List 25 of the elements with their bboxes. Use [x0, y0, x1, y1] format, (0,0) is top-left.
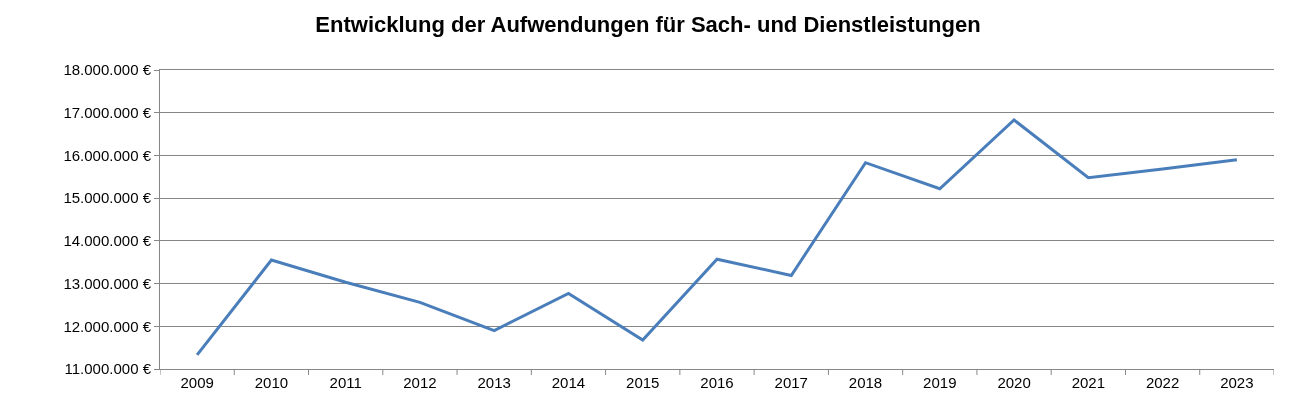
x-tick-label: 2016 [700, 374, 734, 391]
x-tick-label: 2009 [180, 374, 214, 391]
x-tick-label: 2011 [329, 374, 362, 391]
x-tick-label: 2012 [403, 374, 437, 391]
y-tick-label: 12.000.000 € [63, 317, 152, 335]
x-tick-label: 2018 [848, 374, 883, 391]
x-tick-label: 2023 [1220, 374, 1254, 391]
y-tick-label: 18.000.000 € [63, 61, 152, 79]
y-tick-label: 17.000.000 € [63, 103, 152, 121]
x-tick-label: 2021 [1071, 374, 1106, 391]
x-tick-label: 2019 [923, 374, 957, 391]
y-tick-label: 15.000.000 € [63, 189, 152, 207]
x-tick-label: 2015 [626, 374, 660, 391]
y-tick-label: 16.000.000 € [63, 146, 152, 164]
y-tick-label: 11.000.000 € [64, 360, 152, 378]
chart-title: Entwicklung der Aufwendungen für Sach- und Dienstleistungen [315, 11, 981, 37]
y-tick-label: 13.000.000 € [63, 274, 152, 292]
x-tick-label: 2010 [254, 374, 289, 391]
line-series [195, 118, 1239, 357]
x-tick-label: 2020 [997, 374, 1031, 391]
x-tick-label: 2017 [774, 374, 808, 391]
x-tick-label: 2014 [551, 374, 586, 391]
x-tick-label: 2022 [1145, 374, 1180, 391]
x-tick-label: 2013 [477, 374, 511, 391]
y-tick-label: 14.000.000 € [63, 232, 152, 250]
